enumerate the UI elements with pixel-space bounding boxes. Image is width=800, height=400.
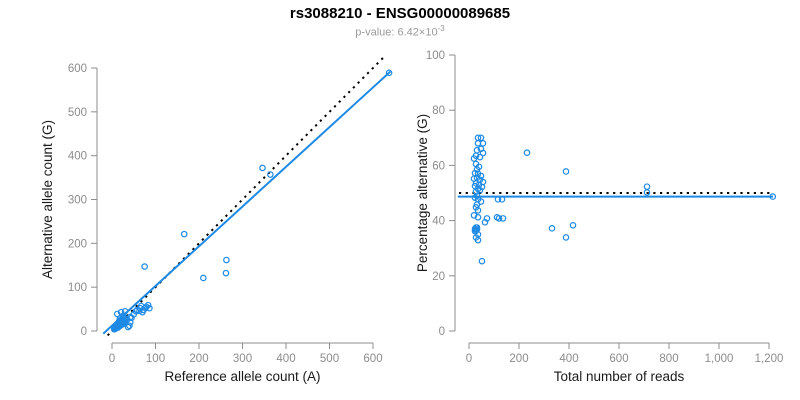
x-tick-label: 400 [559, 353, 578, 365]
data-point [121, 307, 129, 315]
data-point [126, 322, 133, 330]
data-point [473, 224, 481, 231]
figure-title: rs3088210 - ENSG00000089685 [289, 5, 511, 22]
data-point [473, 192, 481, 200]
y-tick-label: 600 [68, 63, 87, 75]
data-point [144, 301, 152, 309]
data-point [562, 234, 570, 241]
data-point [474, 213, 482, 221]
left-scatter-panel: 0 100 200 300 400 500 600 0 100 200 300 400 500 600 Re… [40, 55, 393, 384]
data-point [132, 307, 140, 315]
y-tick-label: 20 [432, 271, 445, 283]
data-point [523, 149, 531, 157]
fit-line [102, 70, 392, 335]
pvalue-exponent: -3 [437, 24, 445, 33]
y-tick-label: 100 [426, 50, 445, 62]
data-point [116, 315, 124, 323]
y-tick-label: 40 [432, 216, 445, 228]
data-point [476, 153, 484, 161]
data-point [643, 189, 651, 196]
data-point [478, 257, 486, 265]
data-point [476, 186, 484, 194]
data-point [483, 215, 491, 222]
right-scatter-panel: 0 20 40 60 80 100 0 200 400 600 800 1,000 1,200 Total… [415, 50, 783, 384]
x-tick-label: 200 [509, 353, 528, 365]
data-point [643, 183, 651, 190]
y-tick-label: 0 [81, 326, 87, 338]
data-point [470, 155, 478, 162]
x-tick-label: 600 [609, 353, 628, 365]
data-point [477, 198, 485, 205]
data-point [474, 207, 482, 214]
data-point [146, 304, 153, 312]
data-point [499, 215, 507, 222]
data-point [200, 274, 207, 282]
data-point [479, 140, 487, 147]
x-tick-label: 400 [276, 353, 295, 365]
data-point [498, 196, 506, 203]
data-point [222, 269, 230, 277]
data-point [141, 263, 148, 270]
x-tick-label: 200 [189, 353, 208, 365]
data-point [472, 188, 480, 195]
y-tick-label: 60 [432, 160, 445, 172]
x-tick-label: 0 [109, 353, 115, 365]
data-point [769, 193, 777, 200]
y-tick-label: 400 [68, 151, 87, 163]
data-point [143, 303, 150, 311]
identity-line [106, 55, 386, 337]
x-axis-title: Total number of reads [554, 369, 685, 384]
data-point [548, 225, 556, 232]
data-point [569, 221, 577, 229]
y-tick-label: 300 [68, 195, 87, 207]
x-tick-label: 100 [146, 353, 165, 365]
data-point [259, 164, 266, 172]
data-point [180, 230, 188, 238]
y-tick-label: 500 [68, 107, 87, 119]
y-tick-label: 80 [432, 105, 445, 117]
data-point [113, 310, 121, 318]
y-axis-title: Percentage alternative (G) [415, 114, 430, 272]
x-tick-label: 600 [363, 353, 382, 365]
data-point [495, 215, 503, 222]
data-point [562, 168, 570, 175]
x-tick-label: 1,200 [755, 353, 784, 365]
data-point [385, 69, 393, 77]
data-point [494, 196, 502, 203]
x-tick-label: 300 [233, 353, 252, 365]
x-tick-label: 500 [320, 353, 339, 365]
x-axis-title: Reference allele count (A) [164, 369, 320, 384]
data-point [479, 149, 487, 157]
data-point [267, 171, 274, 178]
y-tick-label: 0 [439, 326, 445, 338]
y-tick-label: 200 [68, 238, 87, 250]
data-point [474, 236, 482, 244]
x-tick-label: 1,000 [705, 353, 734, 365]
pvalue-text: p-value: 6.42×10 [355, 26, 438, 39]
data-point [477, 134, 485, 142]
y-axis-title: Alternative allele count (G) [40, 120, 55, 279]
x-tick-label: 0 [466, 353, 472, 365]
x-tick-label: 800 [659, 353, 678, 365]
data-point [223, 256, 230, 264]
figure-subtitle: p-value: 6.42×10-3 [0, 24, 800, 39]
y-tick-label: 100 [68, 282, 87, 294]
